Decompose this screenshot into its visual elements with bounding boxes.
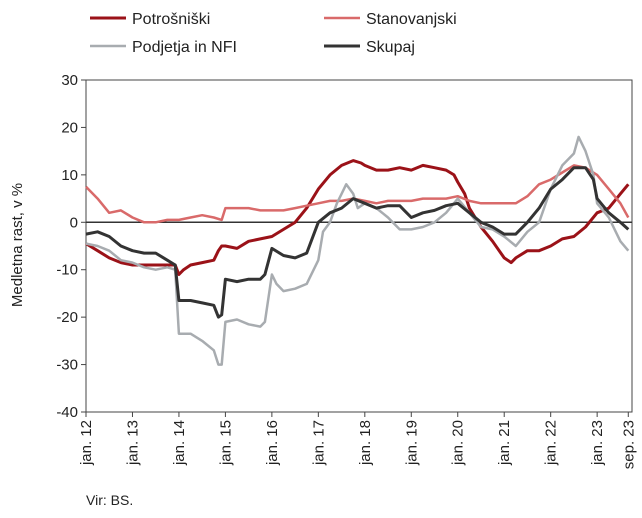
- x-tick-label: jan. 15: [217, 420, 234, 466]
- y-tick-label: -40: [56, 404, 78, 421]
- plot-border: [85, 79, 633, 413]
- legend-label-3: Podjetja in NFI: [132, 39, 237, 56]
- x-tick-label: jan. 17: [310, 420, 327, 466]
- series-line-1: [85, 159, 630, 276]
- x-tick-label: jan. 16: [264, 420, 281, 466]
- x-tick-label: jan. 12: [78, 420, 95, 466]
- series-lines: [85, 135, 630, 366]
- x-tick-labels: jan. 12 jan. 13 jan. 14 jan. 15 jan. 16 jan. …: [78, 420, 637, 469]
- y-axis-label: Medletna rast, v %: [9, 183, 26, 307]
- series-line-3: [85, 135, 630, 366]
- y-tick-label: -20: [56, 309, 78, 326]
- legend-label-1: Potrošniški: [132, 11, 210, 28]
- x-tick-label: jan. 14: [171, 420, 188, 466]
- legend-label-4: Skupaj: [366, 39, 415, 56]
- y-tick-label: 30: [61, 72, 78, 89]
- plot-frame: [81, 79, 633, 417]
- x-tick-label: jan. 18: [357, 420, 374, 466]
- series-line-4: [85, 166, 630, 319]
- y-tick-labels: 30 20 10 0 -10 -20 -30 -40: [56, 72, 78, 421]
- legend: Potrošniški Stanovanjski Podjetja in NFI Sk…: [90, 11, 457, 56]
- y-tick-label: 0: [70, 214, 78, 231]
- legend-label-2: Stanovanjski: [366, 11, 457, 28]
- y-tick-label: -30: [56, 357, 78, 374]
- x-tick-label: jan. 22: [543, 420, 560, 466]
- y-tick-label: 10: [61, 167, 78, 184]
- x-tick-label: jan. 21: [496, 420, 513, 466]
- x-tick-label: jan. 13: [124, 420, 141, 466]
- y-tick-label: 20: [61, 119, 78, 136]
- x-tick-label: jan. 23: [589, 420, 606, 466]
- source-note: Vir: BS.: [86, 492, 134, 508]
- x-tick-label: sep. 23: [620, 420, 637, 469]
- x-tick-label: jan. 20: [450, 420, 467, 466]
- y-tick-label: -10: [56, 262, 78, 279]
- x-tick-label: jan. 19: [403, 420, 420, 466]
